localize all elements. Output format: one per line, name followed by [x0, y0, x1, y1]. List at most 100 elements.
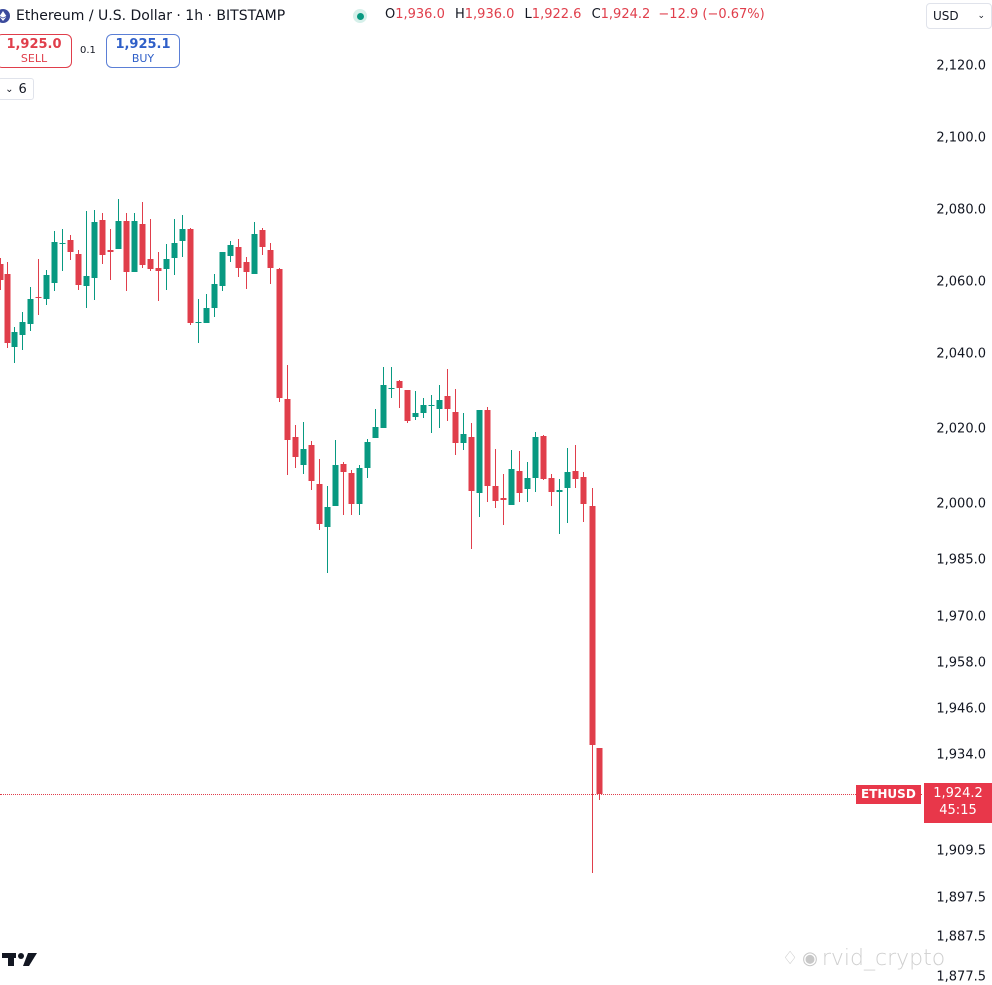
candle-up — [420, 398, 427, 418]
candle-up — [556, 479, 563, 534]
candle-down — [259, 228, 266, 255]
price-axis-tick: 1,985.0 — [936, 552, 986, 568]
candle-up — [428, 395, 435, 433]
candle-up — [412, 391, 419, 420]
candle-down — [155, 252, 162, 301]
candle-down — [99, 213, 106, 264]
candle-down — [348, 470, 355, 515]
chart-legend-header: Ethereum / U.S. Dollar · 1h · BITSTAMP — [0, 0, 920, 32]
candle-up — [179, 215, 186, 257]
price-axis-tick: 1,934.0 — [936, 747, 986, 763]
candle-down — [444, 369, 451, 421]
candle-up — [171, 219, 178, 275]
candle-up — [227, 241, 234, 262]
candle-down — [540, 435, 547, 480]
candle-down — [267, 243, 274, 284]
price-axis-tick: 1,946.0 — [936, 701, 986, 717]
candle-up — [372, 409, 379, 438]
candle-down — [123, 213, 130, 291]
candle-up — [364, 439, 371, 478]
candle-up — [532, 432, 539, 492]
last-price-value: 1,924.2 — [933, 786, 983, 801]
candle-down — [284, 365, 291, 475]
watermark-text: rvid_crypto — [821, 946, 946, 971]
symbol-price-label: ETHUSD — [856, 785, 921, 804]
candle-up — [508, 450, 515, 505]
candle-down — [589, 488, 596, 873]
price-axis-tick: 2,080.0 — [936, 202, 986, 218]
candle-up — [43, 270, 50, 305]
candle-down — [492, 449, 499, 508]
high-value: 1,936.0 — [464, 7, 515, 22]
currency-select[interactable]: USD ⌄ — [926, 3, 992, 29]
candle-down — [548, 474, 555, 506]
low-label: L — [524, 7, 532, 22]
candle-down — [452, 389, 459, 455]
price-axis[interactable]: 2,120.0 2,100.0 2,080.0 2,060.0 2,040.0 2,020… — [922, 0, 992, 985]
candle-down — [484, 407, 491, 502]
candle-up — [115, 199, 122, 249]
candle-up — [564, 448, 571, 523]
sell-label: SELL — [20, 52, 48, 65]
buy-price: 1,925.1 — [115, 37, 171, 52]
candle-down — [235, 239, 242, 277]
sell-button[interactable]: 1,925.0 SELL — [0, 34, 72, 68]
tradingview-logo-icon[interactable] — [2, 950, 38, 972]
candle-down — [147, 219, 154, 271]
candle-down — [404, 390, 411, 423]
candle-up — [91, 210, 98, 300]
ohlc-values: O1,936.0 H1,936.0 L1,922.6 C1,924.2 −12.… — [385, 7, 765, 22]
candle-down — [572, 445, 579, 488]
price-axis-tick: 1,909.5 — [936, 843, 986, 859]
currency-value: USD — [933, 9, 959, 23]
price-axis-tick: 1,970.0 — [936, 609, 986, 625]
candle-up — [203, 294, 210, 323]
candle-up — [324, 486, 331, 573]
price-axis-tick: 1,958.0 — [936, 655, 986, 671]
buy-button[interactable]: 1,925.1 BUY — [106, 34, 180, 68]
price-axis-tick: 2,000.0 — [936, 496, 986, 512]
indicators-count: 6 — [18, 81, 27, 97]
open-label: O — [385, 7, 396, 22]
last-price-tag: 1,924.2 45:15 — [924, 783, 992, 823]
candle-down — [500, 474, 507, 525]
candle-down — [340, 462, 347, 515]
candle-up — [51, 231, 58, 291]
candlestick-series — [0, 199, 603, 873]
candle-down — [139, 202, 146, 268]
candle-down — [35, 259, 42, 315]
candle-up — [27, 287, 34, 331]
avatar-icon: ◉ — [802, 948, 818, 969]
bar-countdown: 45:15 — [939, 803, 977, 818]
candle-up — [19, 312, 26, 350]
candle-up — [436, 385, 443, 428]
spread-value: 0.1 — [80, 45, 96, 56]
price-axis-tick: 2,040.0 — [936, 346, 986, 362]
ethereum-logo-icon — [0, 9, 10, 23]
close-value: 1,924.2 — [600, 7, 651, 22]
price-axis-tick: 2,100.0 — [936, 130, 986, 146]
candle-down — [187, 228, 194, 325]
market-open-status-icon — [353, 9, 367, 23]
candle-up — [11, 327, 18, 363]
candle-up — [195, 299, 202, 343]
candle-down — [4, 262, 11, 348]
candle-down — [75, 250, 82, 290]
chart-plot-area[interactable]: ETHUSD — [0, 0, 922, 981]
candle-up — [219, 252, 226, 291]
high-label: H — [455, 7, 465, 22]
close-label: C — [591, 7, 601, 22]
candle-down — [276, 268, 283, 402]
indicators-toggle-button[interactable]: ⌄ 6 — [0, 78, 34, 100]
candle-down — [316, 459, 323, 530]
price-axis-tick: 1,897.5 — [936, 890, 986, 906]
chevron-down-icon: ⌄ — [5, 83, 14, 95]
open-value: 1,936.0 — [395, 7, 445, 22]
candle-up — [83, 211, 90, 308]
candle-up — [388, 367, 395, 398]
candle-up — [460, 413, 467, 450]
symbol-title[interactable]: Ethereum / U.S. Dollar · 1h · BITSTAMP — [16, 8, 286, 24]
candle-up — [476, 410, 483, 517]
low-value: 1,922.6 — [531, 7, 582, 22]
candle-down — [292, 425, 299, 468]
